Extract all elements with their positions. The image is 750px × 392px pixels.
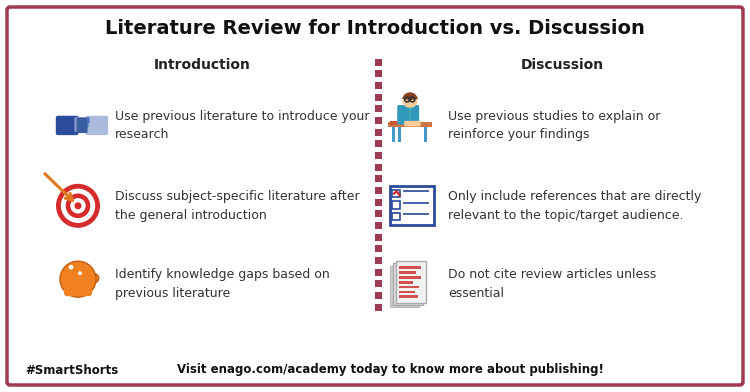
Text: Only include references that are directly
relevant to the topic/target audience.: Only include references that are directl… <box>448 190 701 221</box>
Bar <box>375 175 382 182</box>
Bar <box>375 269 382 276</box>
Bar <box>375 105 382 112</box>
FancyBboxPatch shape <box>389 121 397 125</box>
Bar <box>392 213 400 220</box>
FancyBboxPatch shape <box>398 105 419 125</box>
Circle shape <box>402 93 418 108</box>
Circle shape <box>66 194 90 218</box>
FancyBboxPatch shape <box>76 122 88 127</box>
Bar <box>375 58 382 65</box>
Bar <box>375 303 382 310</box>
Bar <box>400 271 416 274</box>
Bar <box>400 290 415 293</box>
FancyBboxPatch shape <box>74 117 88 123</box>
Bar <box>403 201 429 204</box>
Bar <box>392 201 400 209</box>
Bar <box>375 257 382 264</box>
Bar <box>375 187 382 194</box>
Bar <box>400 296 418 298</box>
Bar <box>392 190 400 197</box>
Bar <box>398 125 401 142</box>
Bar <box>375 163 382 171</box>
FancyBboxPatch shape <box>74 122 86 127</box>
Polygon shape <box>409 107 411 121</box>
Circle shape <box>70 198 86 214</box>
Text: Identify knowledge gaps based on
previous literature: Identify knowledge gaps based on previou… <box>115 269 330 300</box>
Bar <box>375 292 382 299</box>
Circle shape <box>78 271 82 275</box>
Bar <box>375 129 382 136</box>
FancyBboxPatch shape <box>404 121 421 127</box>
Text: Introduction: Introduction <box>154 58 251 72</box>
Bar <box>375 94 382 100</box>
Text: #SmartShorts: #SmartShorts <box>25 363 118 376</box>
Bar <box>403 190 429 192</box>
FancyBboxPatch shape <box>7 7 743 385</box>
Circle shape <box>68 265 74 270</box>
Bar <box>375 70 382 77</box>
Circle shape <box>61 189 95 223</box>
Bar <box>375 140 382 147</box>
Bar <box>400 286 419 289</box>
FancyBboxPatch shape <box>76 126 88 132</box>
Bar <box>375 245 382 252</box>
Circle shape <box>60 261 96 297</box>
FancyBboxPatch shape <box>76 118 88 133</box>
FancyBboxPatch shape <box>388 122 431 127</box>
Bar <box>400 281 412 283</box>
FancyBboxPatch shape <box>389 265 419 307</box>
Circle shape <box>74 202 82 209</box>
Circle shape <box>90 274 99 283</box>
FancyBboxPatch shape <box>393 263 422 305</box>
Text: Literature Review for Introduction vs. Discussion: Literature Review for Introduction vs. D… <box>105 18 645 38</box>
Bar <box>392 126 395 142</box>
FancyBboxPatch shape <box>56 116 79 135</box>
Bar <box>375 82 382 89</box>
Circle shape <box>56 184 100 228</box>
Bar <box>400 266 422 269</box>
FancyBboxPatch shape <box>396 261 426 303</box>
FancyBboxPatch shape <box>74 126 86 132</box>
Bar <box>375 152 382 159</box>
Bar <box>424 126 427 142</box>
FancyBboxPatch shape <box>76 117 89 123</box>
FancyBboxPatch shape <box>64 279 92 296</box>
FancyBboxPatch shape <box>86 116 108 135</box>
Bar <box>375 198 382 205</box>
Text: Use previous studies to explain or
reinforce your findings: Use previous studies to explain or reinf… <box>448 110 660 141</box>
Bar <box>375 222 382 229</box>
Text: Visit enago.com/academy today to know more about publishing!: Visit enago.com/academy today to know mo… <box>176 363 604 376</box>
Text: Discuss subject-specific literature after
the general introduction: Discuss subject-specific literature afte… <box>115 190 360 221</box>
Text: Do not cite review articles unless
essential: Do not cite review articles unless essen… <box>448 269 656 300</box>
Wedge shape <box>402 93 418 100</box>
Text: Discussion: Discussion <box>521 58 604 72</box>
FancyBboxPatch shape <box>390 186 433 225</box>
Bar <box>375 234 382 241</box>
Text: Use previous literature to introduce your
research: Use previous literature to introduce you… <box>115 110 370 141</box>
Bar <box>400 276 422 279</box>
Bar <box>375 117 382 124</box>
Bar <box>403 213 429 216</box>
Bar <box>375 210 382 217</box>
Bar <box>375 280 382 287</box>
